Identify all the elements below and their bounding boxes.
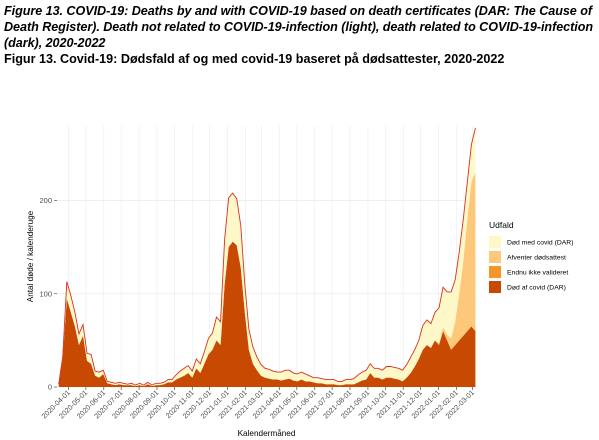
- total-outline: [58, 127, 476, 386]
- grid-lines: [57, 126, 476, 388]
- legend: Udfald Død med covid (DAR) Afventer dødsa…: [489, 220, 573, 293]
- figure-caption: Figure 13. COVID-19: Deaths by and with …: [4, 3, 596, 67]
- legend-label: Endnu ikke valideret: [507, 270, 568, 277]
- y-tick-label: 200: [39, 196, 52, 205]
- x-axis-title: Kalendermåned: [238, 428, 296, 438]
- x-axis: 2020-04-012020-05-012020-06-012020-07-01…: [40, 387, 476, 420]
- total-line: [58, 127, 476, 386]
- legend-swatch: [489, 281, 501, 293]
- caption-danish: Figur 13. Covid-19: Dødsfald af og med c…: [4, 52, 505, 66]
- legend-title: Udfald: [489, 220, 514, 230]
- legend-swatch: [489, 266, 501, 278]
- legend-label: Død med covid (DAR): [507, 240, 573, 247]
- legend-swatch: [489, 251, 501, 263]
- y-tick-label: 100: [39, 289, 52, 298]
- y-axis-title: Antal døde / kalenderuge: [26, 210, 35, 302]
- area-død-af-covid-dar-: [58, 241, 476, 387]
- stacked-areas: [58, 127, 476, 387]
- legend-label: Afventer dødsattest: [507, 255, 566, 262]
- caption-english: Figure 13. COVID-19: Deaths by and with …: [4, 4, 594, 50]
- legend-swatch: [489, 236, 501, 248]
- legend-label: Død af covid (DAR): [507, 285, 566, 292]
- y-tick-label: 0: [48, 383, 52, 392]
- y-axis: 0 100 200: [39, 196, 57, 392]
